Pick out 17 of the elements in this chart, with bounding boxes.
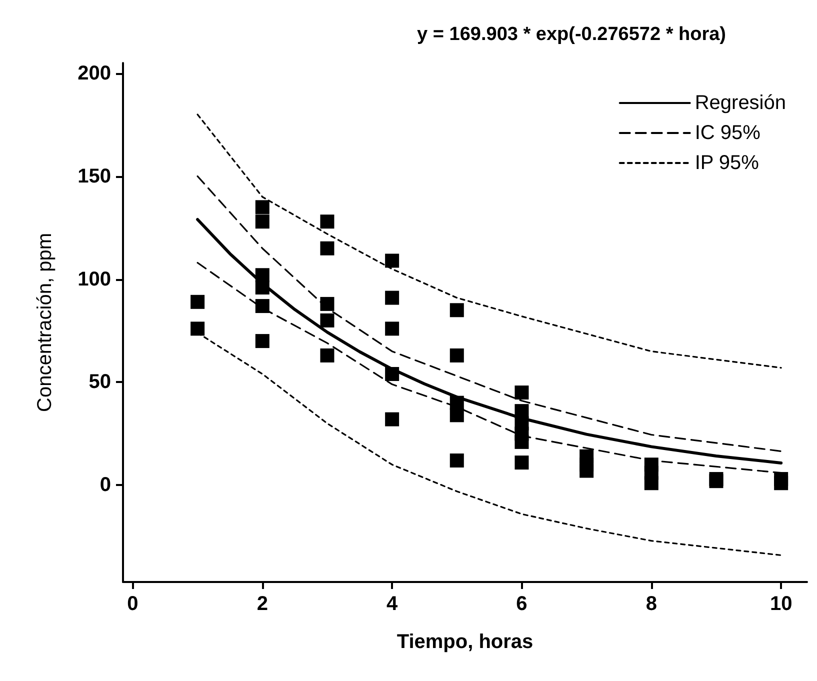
y-tick-label: 150 xyxy=(78,165,111,188)
legend-label: IP 95% xyxy=(694,152,760,174)
x-tick-label: 0 xyxy=(127,593,138,615)
y-tick-label: 0 xyxy=(100,474,111,496)
legend-label: IC 95% xyxy=(694,122,761,144)
y-tick-label: 50 xyxy=(88,371,111,394)
y-tick-label: 200 xyxy=(78,62,111,84)
x-tick-label: 10 xyxy=(770,593,792,615)
chart-title: y = 169.903 * exp(-0.276572 * hora) xyxy=(417,24,726,45)
legend-label: Regresión xyxy=(694,92,786,114)
x-tick-label: 2 xyxy=(256,593,268,615)
x-tick-label: 4 xyxy=(386,593,398,615)
x-tick-label: 6 xyxy=(516,593,528,615)
x-tick-label: 8 xyxy=(646,593,657,615)
y-axis-title: Concentración, ppm xyxy=(34,233,56,412)
x-axis-title: Tiempo, horas xyxy=(396,631,534,653)
y-tick-label: 100 xyxy=(78,268,111,290)
